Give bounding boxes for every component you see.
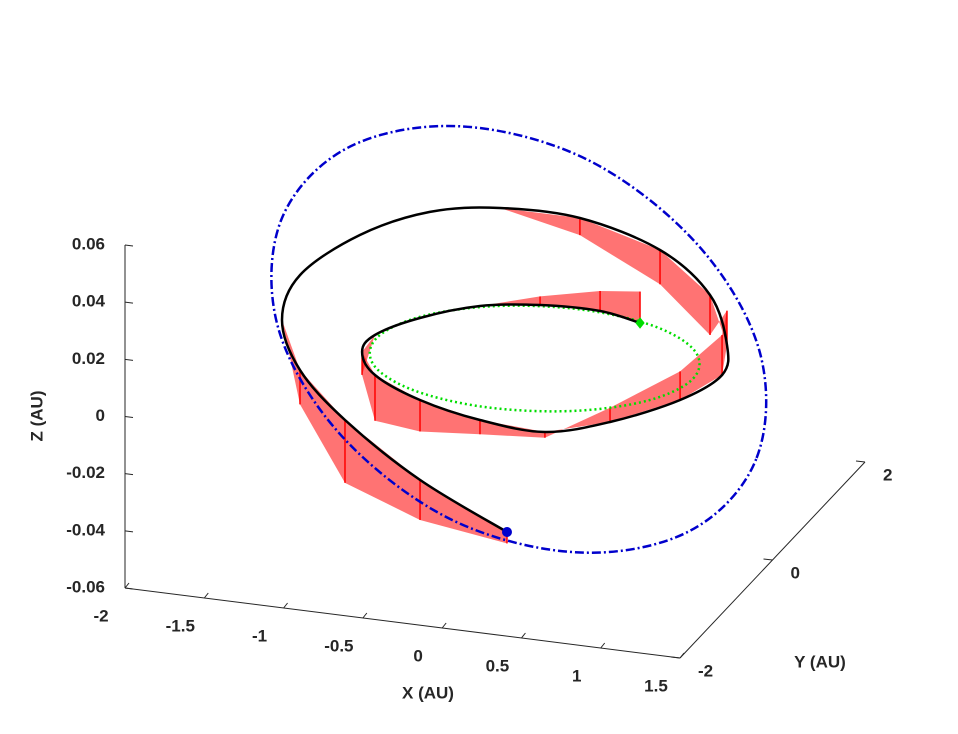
x-tick-label: -0.5	[324, 636, 353, 655]
thrust-band	[660, 249, 711, 336]
x-tick	[203, 592, 209, 599]
z-axis-label: Z (AU)	[27, 391, 46, 442]
x-axis-label: X (AU)	[402, 683, 454, 702]
line-layer	[270, 124, 768, 554]
z-tick	[124, 587, 134, 590]
thrust-band	[359, 211, 430, 235]
thrust-layer	[281, 207, 728, 544]
orbit-line	[270, 124, 768, 554]
orbit-line	[280, 206, 730, 534]
y-tick-label: 0	[791, 563, 800, 582]
x-tick	[521, 632, 526, 639]
x-tick-label: 1	[572, 666, 581, 685]
x-tick-label: 0.5	[486, 656, 510, 675]
x-tick	[283, 602, 288, 609]
orbit-line	[368, 304, 701, 413]
axis-layer: -0.06 -0.04 -0.02 0 0.02 0.04 0.06 -2 -1.5 -1 -0.5…	[66, 234, 892, 695]
x-tick	[600, 642, 606, 649]
thrust-band	[300, 234, 360, 275]
thrust-band	[362, 352, 375, 421]
y-tick	[670, 656, 681, 659]
thrust-band	[610, 371, 681, 423]
x-tick-label: -2	[93, 606, 108, 625]
z-tick-label: 0.04	[72, 292, 106, 311]
x-tick-label: 1.5	[644, 676, 668, 695]
z-tick	[124, 244, 134, 247]
y-tick	[763, 558, 773, 561]
thrust-band	[281, 320, 300, 405]
thrust-band	[299, 370, 345, 483]
x-tick-label: -1	[252, 626, 267, 645]
marker	[501, 526, 512, 537]
z-tick	[124, 416, 134, 418]
z-tick	[124, 530, 134, 533]
thrust-band	[420, 479, 507, 544]
z-tick-label: -0.02	[66, 463, 105, 482]
thrust-band	[544, 407, 611, 438]
z-tick	[124, 301, 134, 304]
thrust-band	[680, 334, 723, 400]
y-tick-label: -2	[698, 661, 713, 680]
x-tick-label: 0	[413, 646, 422, 665]
thrust-band	[500, 207, 580, 236]
z-tick-label: -0.04	[66, 520, 105, 539]
thrust-band	[579, 217, 661, 285]
z-tick-label: -0.06	[66, 577, 105, 596]
x-axis-line	[124, 587, 681, 659]
z-tick	[124, 358, 134, 361]
thrust-band	[420, 400, 480, 435]
x-tick-label: -1.5	[166, 616, 195, 635]
x-tick	[679, 652, 685, 659]
thrust-band	[710, 294, 727, 345]
y-axis-label: Y (AU)	[794, 652, 846, 671]
thrust-band	[374, 374, 421, 432]
z-tick-label: 0	[96, 406, 105, 425]
y-tick-label: 2	[883, 465, 892, 484]
z-tick-label: 0.06	[72, 234, 105, 253]
marker	[635, 317, 645, 329]
z-tick-label: 0.02	[72, 349, 105, 368]
y-tick	[855, 460, 866, 463]
thrust-band	[600, 290, 641, 323]
thrust-band	[344, 419, 421, 520]
z-tick	[124, 473, 134, 476]
x-tick	[124, 582, 130, 589]
x-tick	[441, 622, 447, 629]
x-tick	[362, 612, 368, 619]
